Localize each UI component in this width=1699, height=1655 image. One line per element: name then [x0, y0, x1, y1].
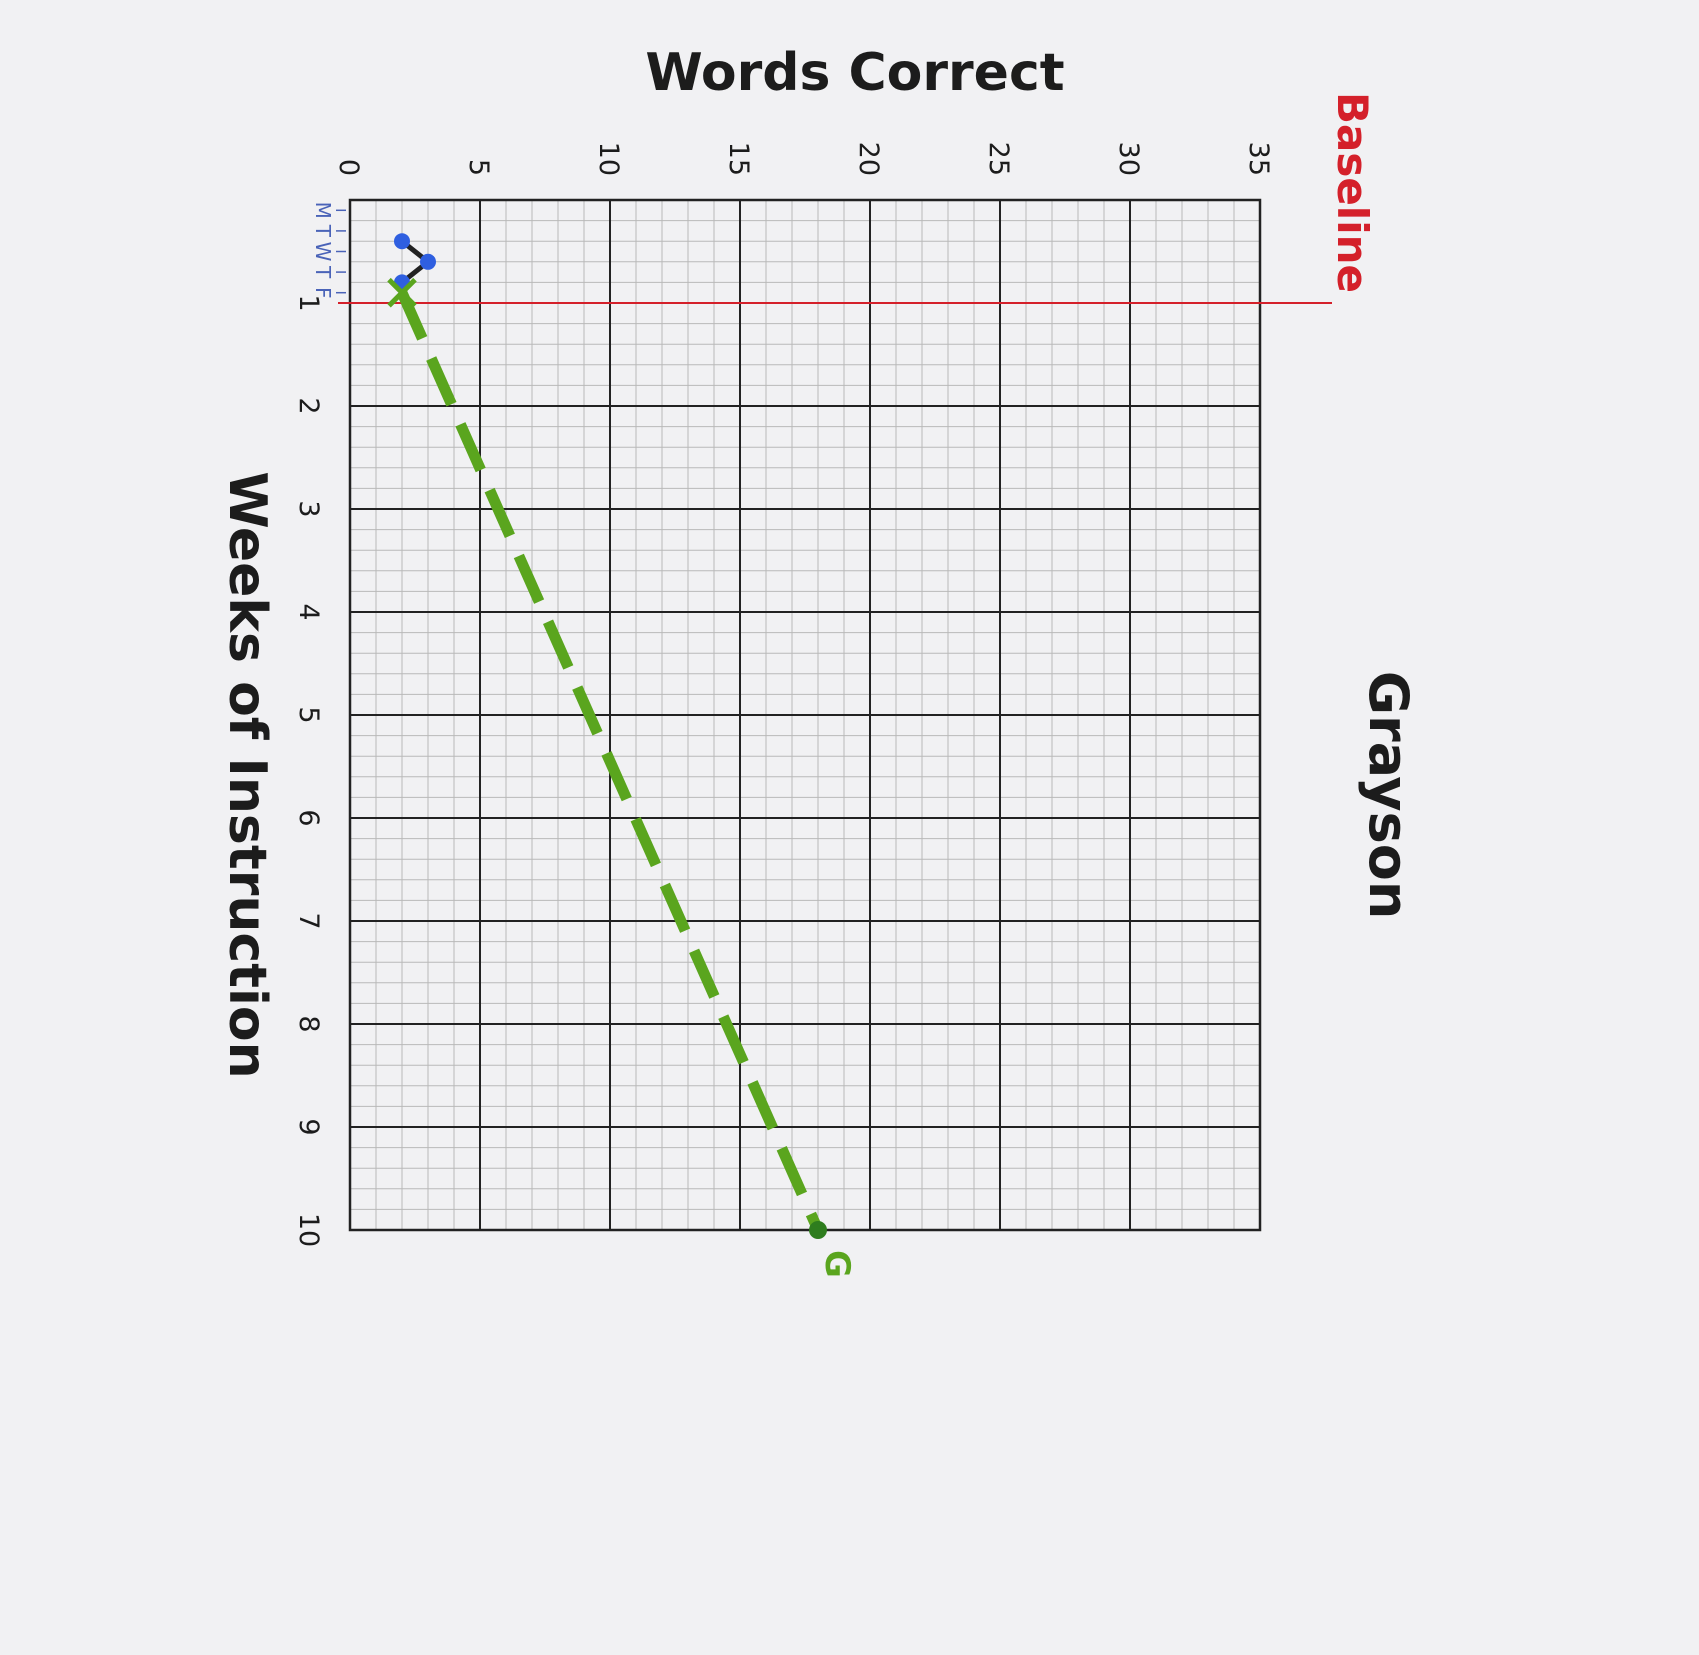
- y-tick-labels: 0 5 10 15 20 25 30 35: [333, 142, 1274, 176]
- x-tick-label: 2: [293, 397, 324, 414]
- day-tick-label: W: [311, 242, 335, 262]
- x-tick-label: 7: [293, 912, 324, 929]
- y-tick-label: 0: [333, 159, 364, 176]
- baseline-data-point: [420, 253, 436, 270]
- x-tick-label: 6: [293, 809, 324, 826]
- x-tick-label: 1: [293, 294, 324, 311]
- x-tick-label: 9: [293, 1118, 324, 1135]
- x-tick-label: 8: [293, 1015, 324, 1032]
- day-tick-label: F: [311, 287, 335, 299]
- x-tick-label: 5: [293, 706, 324, 723]
- y-tick-label: 15: [723, 142, 754, 176]
- day-tick-label: M: [311, 202, 335, 219]
- x-tick-label: 3: [293, 500, 324, 517]
- baseline-label: Baseline: [1328, 92, 1377, 293]
- y-tick-label: 10: [593, 142, 624, 176]
- x-tick-label: 10: [293, 1213, 324, 1247]
- y-axis-title: Words Correct: [645, 43, 1064, 103]
- y-tick-label: 30: [1113, 142, 1144, 176]
- chart-title: Grayson: [1357, 671, 1420, 920]
- goal-label: G: [817, 1250, 857, 1278]
- day-tick-label: T: [311, 265, 335, 279]
- baseline-data-point: [394, 233, 410, 250]
- x-tick-labels: 1 2 3 4 5 6 7 8 9 10: [293, 294, 324, 1247]
- y-tick-label: 25: [983, 142, 1014, 176]
- y-tick-label: 35: [1243, 142, 1274, 176]
- y-tick-label: 20: [853, 142, 884, 176]
- plot-frame: [348, 198, 1262, 1232]
- x-tick-label: 4: [293, 603, 324, 620]
- aimline-start-x: [387, 277, 417, 308]
- goal-point: [809, 1221, 827, 1239]
- aimline: [396, 290, 824, 1233]
- day-tick-label: T: [311, 224, 335, 238]
- major-grid: [349, 199, 1261, 1231]
- x-axis-title: Weeks of Instruction: [217, 471, 277, 1078]
- series-layer: G: [387, 233, 857, 1278]
- y-tick-label: 5: [463, 159, 494, 176]
